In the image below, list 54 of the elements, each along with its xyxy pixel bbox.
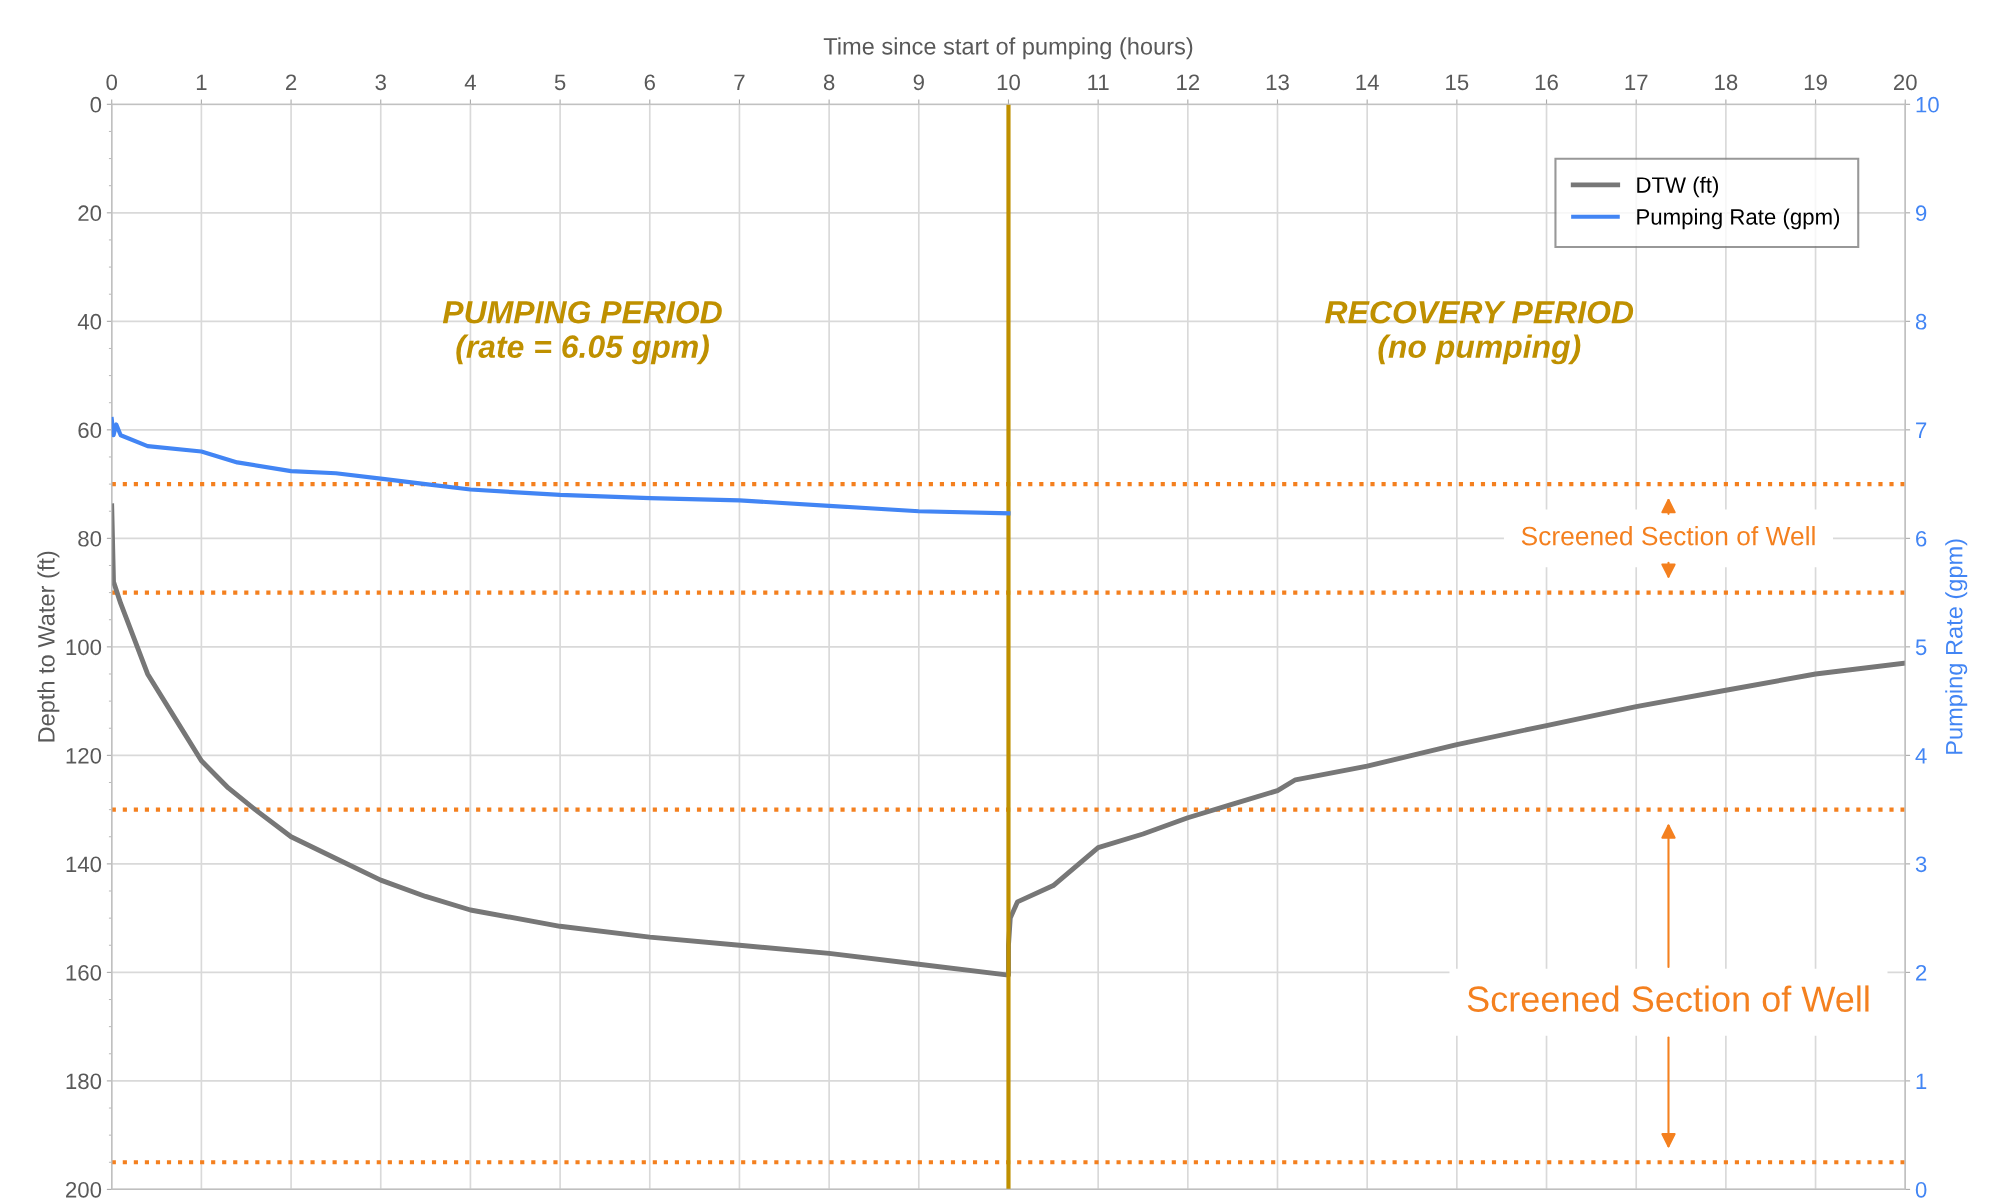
y2-tick-label: 7 — [1916, 422, 1927, 438]
y2-tick-label: 6 — [1916, 530, 1927, 547]
x-tick-label: 4 — [464, 74, 476, 90]
y2-tick-label: 0 — [1915, 1181, 1927, 1198]
x-tick-label: 5 — [554, 74, 566, 91]
y-tick-label: 60 — [78, 422, 102, 439]
x-tick-label: 2 — [286, 74, 297, 90]
y2-tick-label: 4 — [1915, 748, 1927, 764]
y-tick-label: 40 — [77, 313, 102, 330]
y2-axis-title: Pumping Rate (gpm) — [1945, 539, 1968, 754]
x-tick-label: 0 — [106, 74, 118, 91]
x-tick-label: 9 — [913, 74, 924, 91]
y-tick-label: 100 — [66, 639, 102, 656]
x-tick-label: 6 — [644, 74, 655, 91]
x-tick-label: 11 — [1088, 74, 1109, 90]
x-tick-label: 18 — [1715, 74, 1738, 91]
legend-label: Pumping Rate (gpm) — [1637, 208, 1840, 230]
x-tick-label: 14 — [1356, 74, 1379, 90]
y2-tick-label: 5 — [1915, 639, 1927, 656]
x-tick-label: 7 — [734, 74, 745, 90]
y-tick-label: 140 — [66, 856, 102, 873]
y2-tick-label: 3 — [1915, 856, 1927, 873]
x-tick-label: 3 — [375, 74, 386, 91]
y-tick-label: 120 — [66, 747, 102, 764]
y2-tick-label: 10 — [1916, 96, 1939, 113]
y-tick-label: 20 — [78, 205, 102, 222]
x-tick-label: 20 — [1893, 74, 1917, 91]
legend-label: DTW (ft) — [1637, 176, 1718, 198]
x-tick-label: 16 — [1535, 74, 1558, 91]
x-axis-title: Time since start of pumping (hours) — [823, 37, 1193, 60]
annotation: PUMPING PERIOD (rate = 6.05 gpm) — [442, 300, 722, 365]
x-tick-label: 8 — [823, 74, 835, 91]
y-tick-label: 0 — [90, 96, 102, 113]
y2-tick-label: 1 — [1916, 1073, 1927, 1089]
y-tick-label: 180 — [66, 1073, 102, 1090]
x-tick-label: 17 — [1625, 74, 1648, 90]
x-tick-label: 13 — [1266, 74, 1289, 91]
y2-tick-label: 8 — [1915, 313, 1927, 330]
y2-tick-label: 9 — [1915, 205, 1927, 222]
y-axis-title: Depth to Water (ft) — [37, 551, 60, 742]
x-tick-label: 12 — [1177, 74, 1200, 90]
x-tick-label: 15 — [1446, 74, 1469, 91]
x-tick-label: 19 — [1804, 74, 1827, 91]
y2-tick-label: 2 — [1916, 964, 1927, 981]
annotation: Screened Section of Well — [1521, 526, 1815, 546]
x-tick-label: 1 — [196, 74, 207, 90]
x-tick-label: 10 — [997, 74, 1020, 91]
line-series — [111, 503, 1906, 978]
y-tick-label: 160 — [66, 964, 102, 981]
line-series — [111, 416, 1011, 516]
annotation: Screened Section of Well — [1467, 985, 1869, 1012]
y-tick-label: 80 — [78, 530, 102, 547]
annotation: RECOVERY PERIOD (no pumping) — [1325, 300, 1634, 365]
y-tick-label: 200 — [66, 1181, 102, 1198]
